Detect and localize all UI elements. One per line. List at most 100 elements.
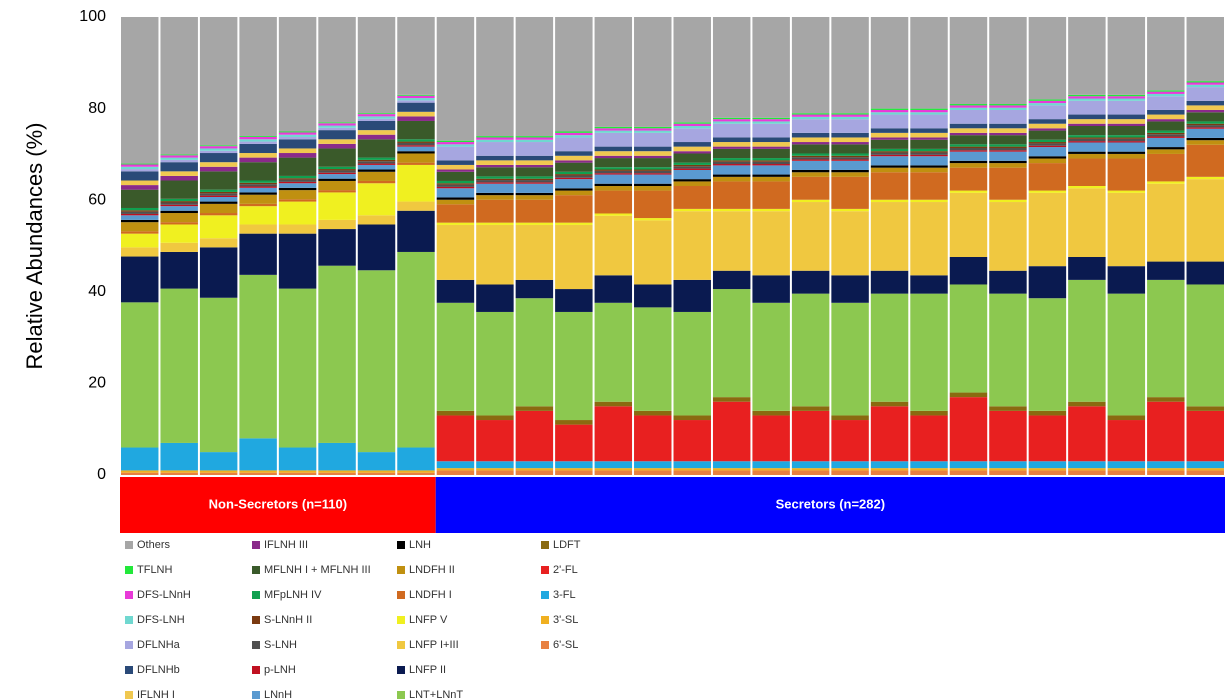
bar-segment xyxy=(121,256,159,303)
bar-segment xyxy=(752,164,790,166)
bar-segment xyxy=(673,164,711,167)
bar-segment xyxy=(673,179,711,182)
bar-segment xyxy=(555,135,593,138)
legend-swatch xyxy=(125,591,133,599)
bar-segment xyxy=(318,265,356,443)
legend-label: LNT+LNnT xyxy=(409,689,463,700)
bar-segment xyxy=(1107,158,1146,191)
bar-segment xyxy=(278,187,317,191)
bar-segment xyxy=(989,107,1027,110)
bar-segment xyxy=(476,415,514,421)
bar-segment xyxy=(199,150,238,154)
bar-segment xyxy=(673,151,711,154)
bar-segment xyxy=(1147,181,1185,184)
bar-segment xyxy=(476,137,514,140)
bar-segment xyxy=(278,148,317,154)
bar-segment xyxy=(1028,17,1067,100)
bar-segment xyxy=(199,146,238,149)
bar-segment xyxy=(199,213,238,216)
bar-segment xyxy=(712,158,751,161)
bar-segment xyxy=(752,146,790,149)
bar-segment xyxy=(1147,470,1185,475)
bar-segment xyxy=(121,472,159,475)
legend-label: 2'-FL xyxy=(553,564,578,576)
bar-segment xyxy=(1068,138,1106,142)
bar-segment xyxy=(555,190,593,196)
bar-segment xyxy=(1147,114,1185,120)
bar-segment xyxy=(121,169,159,172)
bar-segment xyxy=(1186,87,1224,101)
bar-segment xyxy=(515,192,554,196)
bar-segment xyxy=(594,130,633,133)
bar-segment xyxy=(752,121,790,124)
bar-segment xyxy=(594,167,633,170)
bar-segment xyxy=(515,410,554,462)
bar-segment xyxy=(870,165,909,168)
bar-segment xyxy=(199,247,238,298)
bar-segment xyxy=(949,461,988,469)
bar-segment xyxy=(594,170,633,174)
bar-segment xyxy=(752,174,790,177)
bar-segment xyxy=(831,415,869,421)
bar-segment xyxy=(476,155,514,161)
bar-segment xyxy=(1147,132,1185,135)
bar-segment xyxy=(515,17,554,137)
legend-label: S-LNH xyxy=(264,639,297,651)
bar-segment xyxy=(239,141,277,144)
bar-segment xyxy=(1107,137,1146,139)
bar-segment xyxy=(949,123,988,129)
bar-segment xyxy=(594,173,633,175)
legend-swatch xyxy=(252,641,260,649)
group-label: Non-Secretors (n=110) xyxy=(209,496,347,511)
bar-segment xyxy=(199,297,238,453)
bar-segment xyxy=(239,136,277,137)
bar-segment xyxy=(712,160,751,162)
bar-segment xyxy=(1068,141,1106,143)
bar-segment xyxy=(949,146,988,148)
bar-segment xyxy=(357,169,396,172)
bar-segment xyxy=(1068,158,1106,187)
bar-segment xyxy=(910,154,948,157)
bar-segment xyxy=(436,204,475,223)
bar-segment xyxy=(1068,126,1106,136)
bar-segment xyxy=(357,134,396,140)
bar-segment xyxy=(1028,100,1067,104)
bar-segment xyxy=(199,162,238,167)
bar-segment xyxy=(1186,109,1224,113)
bar-segment xyxy=(791,116,830,120)
bar-segment xyxy=(870,156,909,166)
bar-segment xyxy=(791,172,830,177)
bar-segment xyxy=(515,136,554,138)
bar-segment xyxy=(278,157,317,176)
bar-segment xyxy=(1147,91,1185,94)
bar-segment xyxy=(634,220,672,285)
bar-segment xyxy=(831,153,869,156)
bar-segment xyxy=(673,126,711,129)
bar-segment xyxy=(199,195,238,197)
bar-segment xyxy=(673,311,711,416)
bar-segment xyxy=(949,284,988,393)
bar-segment xyxy=(989,135,1027,145)
bar-segment xyxy=(397,146,435,152)
bar-segment xyxy=(555,468,593,471)
bar-segment xyxy=(318,170,356,173)
bar-segment xyxy=(989,202,1027,271)
bar-segment xyxy=(594,174,633,184)
bar-segment xyxy=(712,289,751,398)
bar-segment xyxy=(949,107,988,110)
bar-segment xyxy=(160,470,198,473)
bar-segment xyxy=(1068,17,1106,95)
bar-segment xyxy=(239,206,277,225)
bar-segment xyxy=(1107,151,1146,154)
bar-segment xyxy=(870,17,909,109)
bar-segment xyxy=(278,447,317,471)
bar-segment xyxy=(594,17,633,127)
bar-segment xyxy=(712,119,751,122)
bar-segment xyxy=(397,102,435,112)
bar-segment xyxy=(910,165,948,168)
bar-segment xyxy=(160,175,198,181)
bar-segment xyxy=(318,130,356,140)
bar-segment xyxy=(910,137,948,140)
bar-segment xyxy=(791,406,830,411)
bar-segment xyxy=(831,116,869,120)
